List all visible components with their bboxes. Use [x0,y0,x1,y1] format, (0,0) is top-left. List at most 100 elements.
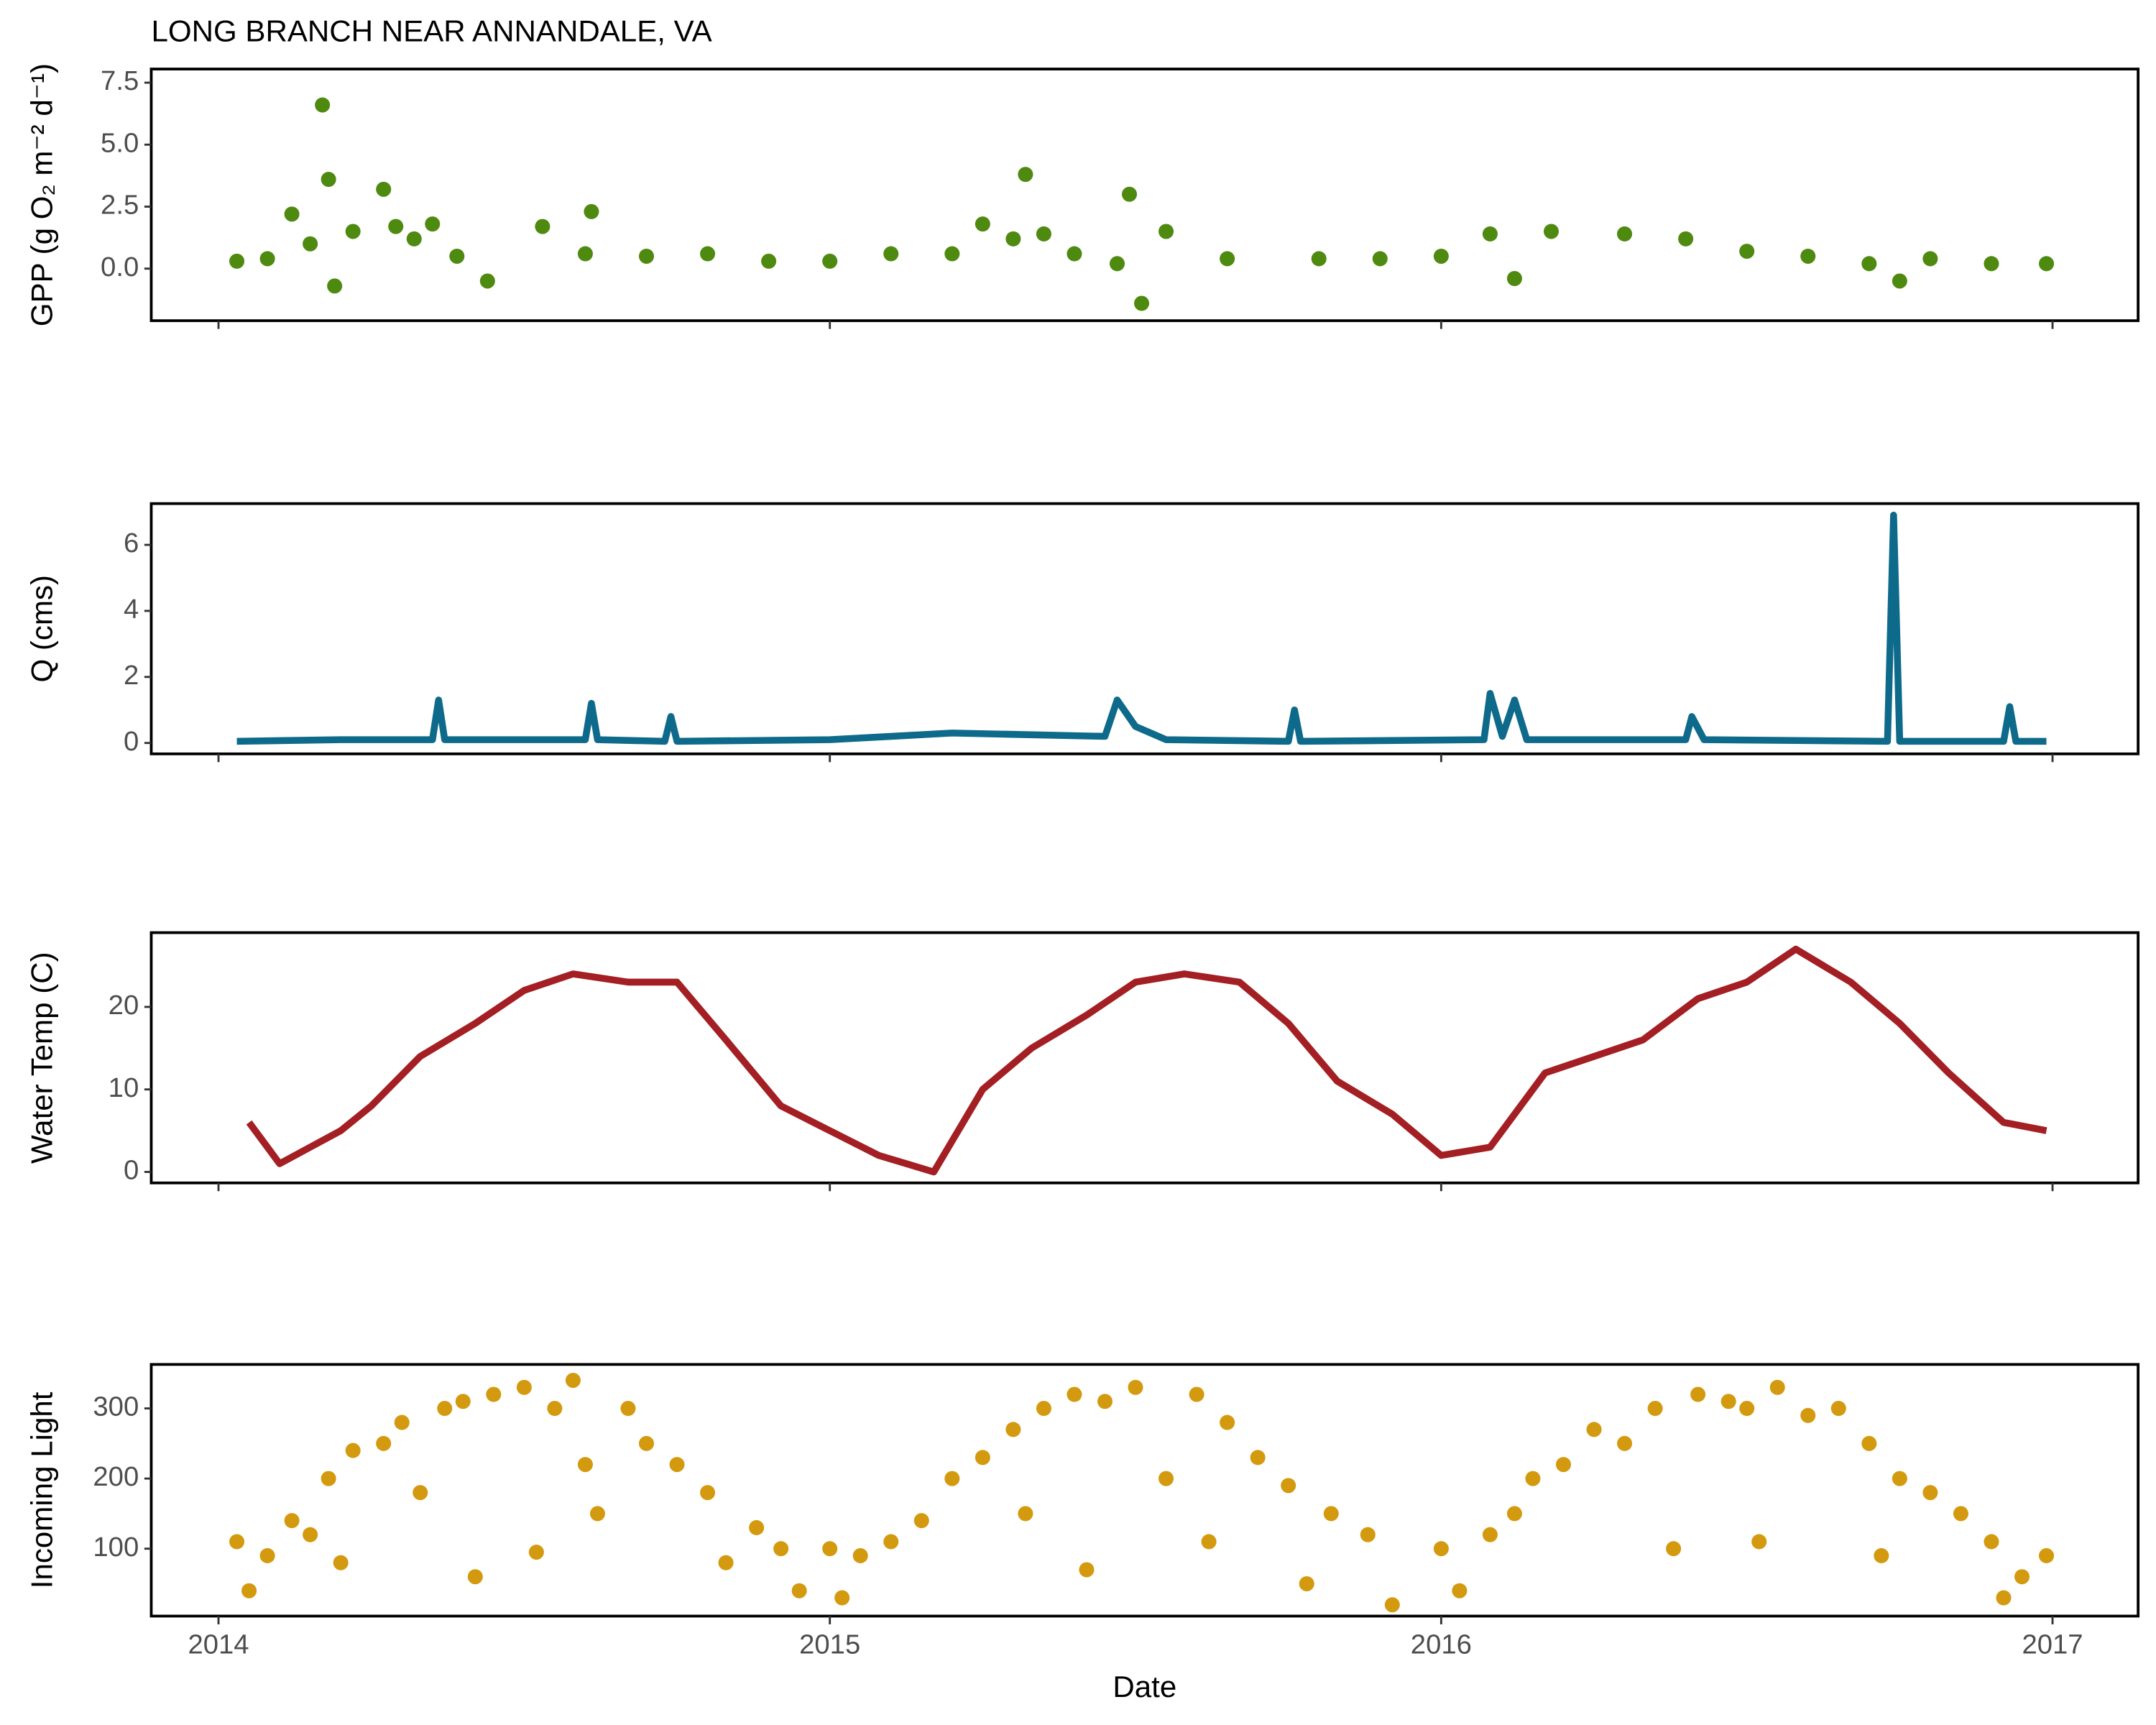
point [1720,1394,1736,1409]
point [1830,1401,1846,1417]
point [1220,1414,1235,1430]
point [1751,1534,1767,1550]
point [620,1401,636,1417]
point [700,246,716,262]
point [883,1534,899,1550]
point [1617,1435,1633,1451]
point [1800,1407,1816,1423]
point [913,1513,929,1529]
y-tick-label: 20 [109,990,139,1021]
point [516,1379,532,1395]
point [449,248,465,264]
point [455,1394,471,1409]
point [1189,1386,1204,1402]
point [1158,1471,1174,1486]
y-tick-label: 0 [124,726,139,757]
point [565,1372,581,1389]
point [413,1485,428,1501]
x-tick-label: 2017 [2022,1629,2083,1660]
point [1482,1527,1498,1542]
point [638,248,655,264]
y-tick-label: 100 [93,1532,139,1563]
panel-border [149,1363,2140,1618]
y-tick-label: 4 [124,594,139,625]
x-axis-title: Date [1112,1670,1176,1703]
point [975,1450,990,1466]
point [638,1435,655,1451]
point [2039,1547,2055,1563]
y-tick-label: 0.0 [101,252,139,282]
point [1281,1478,1296,1494]
y-axis-title: Incoming Light [24,1392,58,1588]
y-tick-label: 10 [109,1072,139,1103]
point [773,1541,789,1557]
point [1586,1422,1602,1438]
point [1739,1401,1755,1417]
point [394,1414,410,1430]
point [1953,1506,1968,1522]
point [303,236,318,252]
point [1506,1506,1522,1522]
point [425,216,441,232]
point [1482,226,1498,242]
point [1018,1506,1033,1522]
point [2014,1569,2030,1585]
point [467,1569,483,1585]
point [229,1534,245,1550]
point [406,231,422,247]
point [321,1471,336,1486]
chart-title: LONG BRANCH NEAR ANNANDALE, VA [151,14,711,47]
panel-border [149,68,2140,323]
point [1158,224,1174,239]
point [1984,1534,1999,1550]
x-tick-label: 2015 [799,1629,860,1660]
point [1311,251,1327,267]
point [1800,248,1816,264]
point [1922,1485,1938,1501]
point [718,1555,734,1570]
point [376,181,392,197]
point [1984,256,1999,272]
line [236,511,2047,745]
point [315,97,331,113]
point [486,1386,502,1402]
point [327,278,343,294]
point [1250,1450,1266,1466]
x-tick-label: 2014 [188,1629,249,1660]
point [1874,1547,1889,1563]
point [1067,246,1082,262]
point [761,253,777,269]
point [669,1457,685,1473]
point [1005,1422,1021,1438]
point [1036,1401,1051,1417]
point [547,1401,563,1417]
point [1690,1386,1706,1402]
point [589,1506,605,1522]
point [1892,273,1907,289]
point [259,1547,275,1563]
point [2039,256,2055,272]
point [1543,224,1560,239]
point [1678,231,1694,247]
point [284,1513,300,1529]
point [822,253,838,269]
point [822,1541,838,1557]
point [1067,1386,1082,1402]
point [376,1435,392,1451]
y-axis-title: Water Temp (C) [24,952,58,1164]
point [1433,248,1449,264]
point [1525,1471,1541,1486]
point [1861,1435,1877,1451]
point [345,224,361,239]
point [834,1590,850,1606]
point [284,206,300,222]
panel-border [149,502,2140,755]
y-tick-label: 300 [93,1392,139,1422]
point [584,203,599,219]
point [1360,1527,1376,1542]
point [1996,1590,2012,1606]
point [1861,256,1877,272]
point [883,246,899,262]
point [388,218,404,234]
point [1220,251,1235,267]
